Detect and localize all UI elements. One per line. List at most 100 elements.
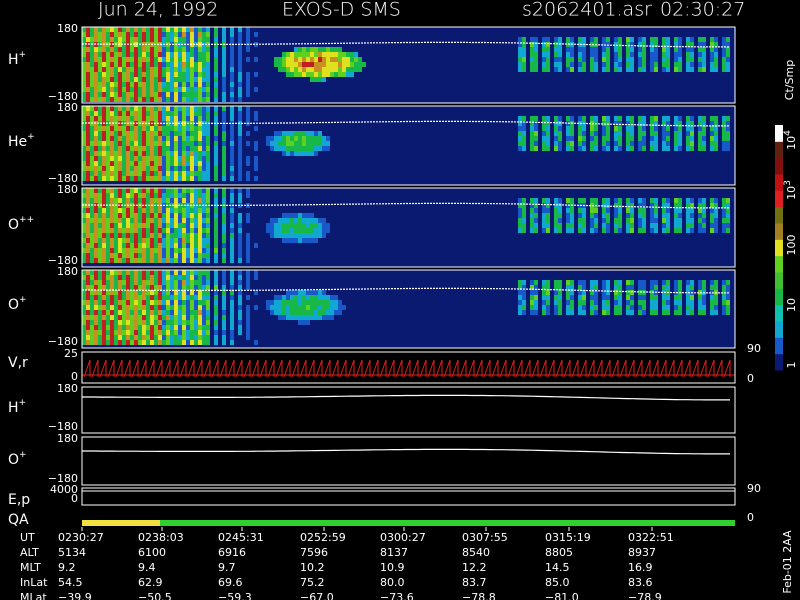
spectrogram-cell [298,72,302,77]
spectrogram-cell [146,126,150,131]
spectrogram-cell [710,141,714,146]
spectrogram-cell [214,151,218,156]
spectrogram-cell [698,136,702,141]
spectrogram-cell [722,280,726,285]
spectrogram-cell [138,166,142,171]
spectrogram-cell [270,310,274,315]
spectrogram-cell [298,295,302,300]
spectrogram-cell [714,203,718,208]
spectrogram-cell [238,27,242,32]
spectrogram-cell [674,37,678,42]
spectrogram-cell [306,52,310,57]
spectrogram-cell [146,32,150,37]
spectrogram-cell [166,335,170,340]
spectrogram-cell [94,37,98,42]
spectrogram-cell [94,310,98,315]
spectrogram-cell [534,47,538,52]
spectrogram-cell [310,295,314,300]
spectrogram-cell [238,248,242,253]
spectrogram-cell [202,218,206,223]
spectrogram-cell [130,72,134,77]
spectrogram-cell [306,141,310,146]
spectrogram-cell [686,310,690,315]
spectrogram-cell [106,77,110,82]
spectrogram-cell [150,238,154,243]
spectrogram-cell [202,97,206,102]
spectrogram-cell [702,305,706,310]
spectrogram-cell [654,280,658,285]
spectrogram-cell [650,295,654,300]
spectrogram-cell [178,315,182,320]
spectrogram-cell [662,146,666,151]
spectrogram-cell [566,290,570,295]
spectrogram-cell [630,42,634,47]
spectrogram-cell [254,116,258,121]
spectrogram-cell [702,121,706,126]
spectrogram-cell [214,248,218,253]
spectrogram-cell [86,233,90,238]
spectrogram-cell [542,121,546,126]
spectrogram-cell [82,141,86,146]
spectrogram-cell [206,136,210,141]
spectrogram-cell [710,62,714,67]
panel-frame [81,487,736,506]
spectrogram-cell [82,37,86,42]
spectrogram-cell [150,151,154,156]
spectrogram-cell [726,37,730,42]
spectrogram-cell [134,320,138,325]
spectrogram-cell [150,136,154,141]
spectrogram-cell [98,72,102,77]
spectrogram-cell [98,213,102,218]
spectrogram-cell [138,106,142,111]
spectrogram-cell [542,290,546,295]
spectrogram-cell [322,223,326,228]
spectrogram-cell [630,305,634,310]
y-tick-label: −180 [48,335,78,348]
spectrogram-cell [614,198,618,203]
spectrogram-cell [170,106,174,111]
spectrogram-cell [166,188,170,193]
spectrogram-cell [722,52,726,57]
spectrogram-cell [298,62,302,67]
spectrogram-cell [198,223,202,228]
spectrogram-cell [662,141,666,146]
spectrogram-cell [626,42,630,47]
spectrogram-cell [554,208,558,213]
spectrogram-cell [358,57,362,62]
spectrogram-cell [134,270,138,275]
spectrogram-cell [190,228,194,233]
spectrogram-cell [142,111,146,116]
spectrogram-cell [98,116,102,121]
spectrogram-cell [222,116,226,121]
spectrogram-cell [614,146,618,151]
spectrogram-cell [114,213,118,218]
spectrogram-cell [570,198,574,203]
spectrogram-cell [158,218,162,223]
spectrogram-cell [146,258,150,263]
spectrogram-cell [642,305,646,310]
spectrogram-cell [570,126,574,131]
spectrogram-cell [278,62,282,67]
spectrogram-cell [202,37,206,42]
ephemeris-value: 8137 [380,546,408,559]
spectrogram-cell [110,243,114,248]
spectrogram-cell [182,290,186,295]
spectrogram-cell [94,213,98,218]
spectrogram-cell [522,228,526,233]
spectrogram-cell [678,131,682,136]
spectrogram-cell [570,37,574,42]
spectrogram-cell [570,116,574,121]
spectrogram-cell [154,67,158,72]
spectrogram-cell [162,57,166,62]
panel-label-sup: + [19,295,27,305]
spectrogram-cell [146,92,150,97]
spectrogram-cell [338,52,342,57]
spectrogram-cell [626,116,630,121]
spectrogram-cell [162,233,166,238]
spectrogram-cell [126,82,130,87]
ephemeris-value: 69.6 [218,576,243,589]
spectrogram-cell [314,72,318,77]
spectrogram-cell [314,136,318,141]
spectrogram-cell [230,146,234,151]
spectrogram-cell [202,82,206,87]
